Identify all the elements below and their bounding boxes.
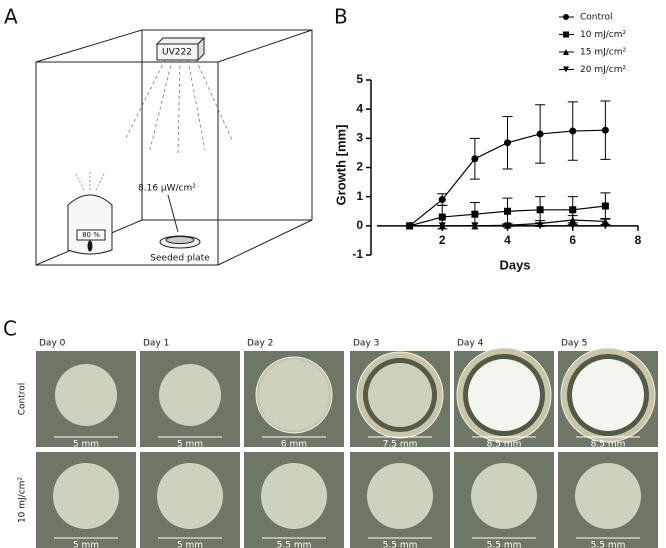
scale-label: 5 mm: [73, 440, 99, 450]
day-label: Day 1: [143, 339, 169, 349]
scale-label: 7.5 mm: [383, 440, 418, 450]
marker: [569, 216, 577, 224]
colony: [259, 360, 329, 430]
marker: [471, 155, 479, 163]
legend-label: 15 mJ/cm²: [580, 48, 626, 58]
colony: [159, 364, 221, 426]
day-label: Day 2: [247, 339, 273, 349]
y-tick-label: 1: [356, 189, 363, 203]
marker: [563, 31, 569, 38]
marker: [504, 139, 511, 147]
marker: [601, 126, 609, 134]
marker: [569, 127, 577, 135]
x-tick-label: 2: [439, 233, 446, 247]
scale-label: 5.5 mm: [277, 541, 312, 548]
x-tick-label: 4: [504, 233, 511, 247]
marker: [569, 206, 577, 214]
day-label: Day 4: [457, 339, 484, 349]
day-label: Day 0: [39, 339, 66, 349]
colony: [468, 359, 540, 431]
panel-label: A: [4, 5, 18, 29]
colony: [157, 463, 223, 529]
chamber-diagram: [35, 29, 313, 266]
x-axis-label: Days: [499, 257, 530, 272]
colony: [55, 364, 117, 426]
scale-label: 5 mm: [177, 541, 203, 548]
colony: [575, 463, 641, 529]
colony: [261, 463, 327, 529]
irradiance-label: 8.16 µW/cm²: [138, 184, 196, 194]
colony: [53, 463, 119, 529]
scale-label: 5.5 mm: [591, 541, 626, 548]
marker: [536, 130, 544, 138]
colony: [572, 359, 644, 431]
y-tick-label: 5: [356, 72, 363, 86]
y-tick-label: 0: [356, 218, 363, 232]
marker: [536, 206, 544, 214]
scale-label: 5.5 mm: [487, 541, 522, 548]
y-tick-label: -1: [352, 247, 363, 261]
scale-label: 5 mm: [73, 541, 99, 548]
marker: [601, 202, 609, 210]
x-tick-label: 8: [635, 233, 642, 247]
colony: [367, 463, 433, 529]
row-label: Control: [18, 383, 28, 416]
y-axis-label: Growth [mm]: [333, 125, 348, 206]
marker: [471, 210, 479, 218]
marker: [563, 49, 569, 55]
day-label: Day 5: [561, 339, 587, 349]
scale-label: 5.5 mm: [383, 541, 418, 548]
scale-label: 6 mm: [281, 440, 307, 450]
scale-label: 5 mm: [177, 440, 203, 450]
day-label: Day 3: [353, 339, 379, 349]
marker: [536, 222, 544, 230]
marker: [569, 222, 577, 230]
colony: [368, 363, 432, 427]
panel-label: B: [334, 5, 348, 29]
marker: [601, 222, 609, 230]
y-tick-label: 4: [356, 101, 363, 115]
legend-label: Control: [580, 13, 613, 23]
marker: [438, 222, 446, 230]
marker: [563, 66, 569, 73]
lamp-label: UV222: [162, 48, 192, 58]
legend-label: 20 mJ/cm²: [580, 65, 626, 75]
x-tick-label: 6: [569, 233, 576, 247]
marker: [504, 222, 511, 230]
row-label: 10 mJ/cm²: [18, 477, 28, 523]
marker: [406, 222, 414, 230]
legend-label: 10 mJ/cm²: [580, 30, 626, 40]
scale-label: 8.5 mm: [487, 440, 522, 450]
plate-label: Seeded plate: [150, 254, 210, 264]
humidity-label: 80 %: [82, 231, 100, 239]
marker: [438, 213, 446, 221]
marker: [438, 196, 446, 204]
marker: [504, 207, 511, 215]
y-tick-label: 2: [356, 160, 363, 174]
panel-label: C: [3, 317, 17, 341]
colony: [471, 463, 537, 529]
marker: [563, 14, 569, 20]
marker: [471, 222, 479, 230]
y-tick-label: 3: [356, 131, 363, 145]
scale-label: 8.5 mm: [591, 440, 626, 450]
